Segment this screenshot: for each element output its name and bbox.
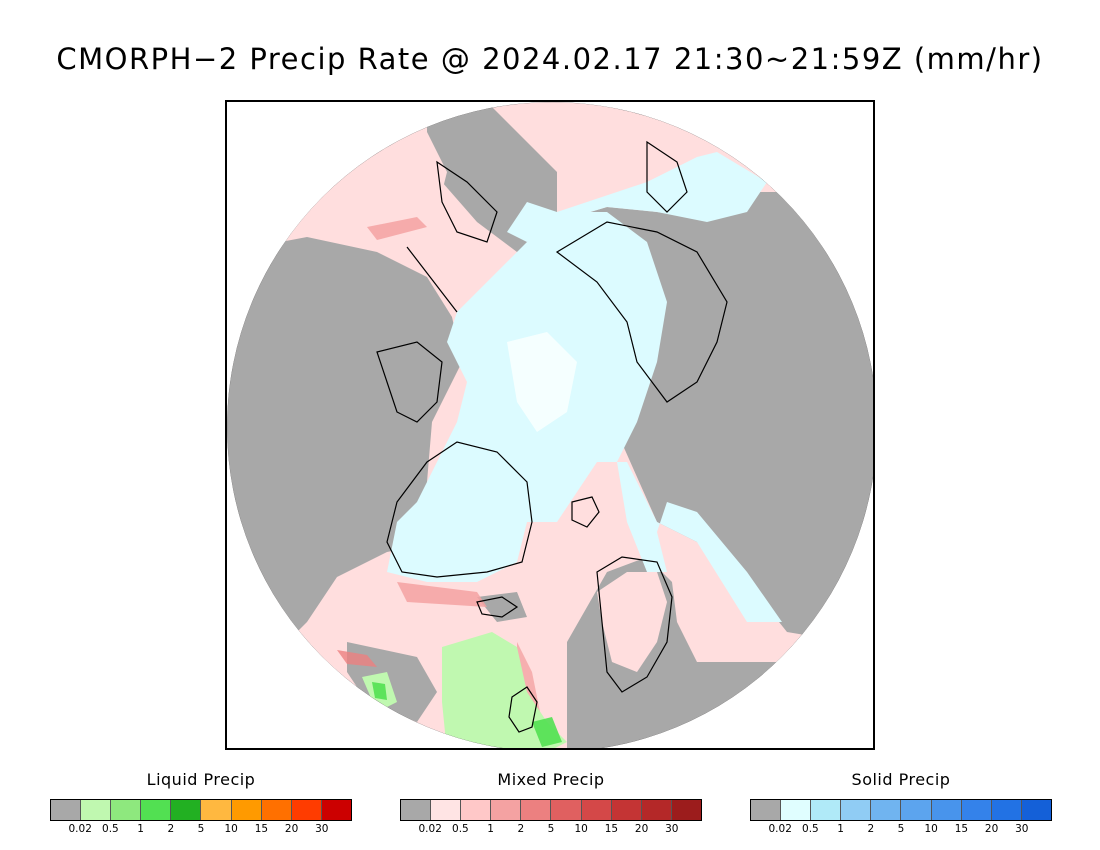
- legend-tick-label: 30: [1015, 823, 1029, 835]
- liquid-precip-moderate-2: [532, 717, 562, 747]
- mixed-precip-band-1: [367, 217, 427, 240]
- legend-tick-label: 15: [604, 823, 619, 835]
- legend-swatch: [171, 800, 202, 820]
- legend-swatch: [611, 800, 642, 820]
- legend-tick-label: 10: [224, 823, 238, 835]
- legend-title: Solid Precip: [851, 770, 951, 789]
- legend-ticks: 0.02 0.5 1 2 5 10 15 20 30: [400, 823, 702, 837]
- liquid-precip-moderate-1: [372, 682, 387, 700]
- iceland-coast: [476, 596, 519, 618]
- legend-swatch: [811, 800, 842, 820]
- scandinavia-coast: [596, 556, 673, 693]
- legend-tick-label: 1: [137, 823, 144, 835]
- solid-precip-pole-core: [507, 332, 577, 432]
- mixed-precip-band-3: [337, 650, 377, 667]
- legend-swatch: [491, 800, 522, 820]
- legend-tick-label: 20: [634, 823, 649, 835]
- legend-title: Liquid Precip: [146, 770, 256, 789]
- legend-tick-label: 0.5: [802, 823, 819, 835]
- legend-swatch: [111, 800, 142, 820]
- legend-swatch: [141, 800, 172, 820]
- legend-tick-label: 2: [517, 823, 525, 835]
- legend-tick-label: 10: [574, 823, 588, 835]
- legend-tick-label: 1: [837, 823, 844, 835]
- legend-swatch: [521, 800, 552, 820]
- legend-ticks: 0.02 0.5 1 2 5 10 15 20 30: [50, 823, 352, 837]
- mixed-precip-band-2: [397, 582, 487, 607]
- legend-tick-label: 20: [984, 823, 999, 835]
- legend-swatch: [961, 800, 992, 820]
- legend-tick-label: 2: [867, 823, 875, 835]
- legend-solid: Solid Precip 0.02 0.5 1 2 5 10 15 20 30: [750, 770, 1052, 837]
- legend-swatch: [871, 800, 902, 820]
- legend-swatch: [931, 800, 962, 820]
- solid-precip-north: [507, 152, 767, 242]
- legend-swatches: [400, 799, 702, 821]
- legend-swatch: [201, 800, 232, 820]
- map-canvas: [227, 102, 873, 748]
- mixed-precip-bering: [317, 132, 447, 242]
- legend-title: Mixed Precip: [497, 770, 605, 789]
- legend-liquid: Liquid Precip 0.02 0.5 1 2 5 10 15 20 30: [50, 770, 352, 837]
- legend-swatch: [641, 800, 672, 820]
- legend-tick-label: 2: [167, 823, 175, 835]
- siberia-coast: [555, 221, 728, 403]
- legend-swatches: [750, 799, 1052, 821]
- coastlines: [376, 140, 728, 733]
- legend-tick-label: 1: [487, 823, 494, 835]
- legend-swatch: [551, 800, 582, 820]
- greenland-coast: [386, 441, 533, 578]
- legend-swatch: [261, 800, 292, 820]
- mixed-precip-band-4: [517, 642, 542, 722]
- legend-swatch: [81, 800, 112, 820]
- legend-swatch: [991, 800, 1022, 820]
- legend-swatch: [51, 800, 82, 820]
- legend-tick-label: 30: [665, 823, 679, 835]
- svalbard-coast: [571, 496, 600, 528]
- mixed-precip-scandinavia: [597, 572, 667, 672]
- legend-tick-label: 15: [254, 823, 269, 835]
- legend-swatch: [401, 800, 432, 820]
- legend-tick-label: 0.02: [68, 823, 92, 835]
- legend-swatch: [1021, 800, 1051, 820]
- chart-title: CMORPH−2 Precip Rate @ 2024.02.17 21:30~…: [56, 42, 1044, 76]
- legend-tick-label: 0.5: [102, 823, 119, 835]
- kamchatka-coast: [646, 140, 688, 213]
- legend-tick-label: 0.5: [452, 823, 469, 835]
- legend-swatch: [581, 800, 612, 820]
- legend-swatch: [291, 800, 322, 820]
- legend-swatches: [50, 799, 352, 821]
- border-alaska-canada: [406, 246, 458, 313]
- legend-tick-label: 30: [315, 823, 329, 835]
- legend-swatch: [841, 800, 872, 820]
- legend-swatch: [751, 800, 782, 820]
- legend-swatch: [431, 800, 462, 820]
- legend-swatch: [781, 800, 812, 820]
- legend-tick-label: 0.02: [768, 823, 792, 835]
- legend-tick-label: 5: [197, 823, 205, 835]
- arctic-canada-coast: [376, 341, 443, 423]
- legend-tick-label: 5: [897, 823, 905, 835]
- legend-swatch: [321, 800, 351, 820]
- legend-swatch: [461, 800, 492, 820]
- legend-swatch: [671, 800, 701, 820]
- legend-swatch: [231, 800, 262, 820]
- legend-tick-label: 0.02: [418, 823, 442, 835]
- uk-coast: [508, 686, 538, 733]
- legend-mixed: Mixed Precip 0.02 0.5 1 2 5 10 15 20 30: [400, 770, 702, 837]
- solid-precip-arctic: [387, 212, 782, 622]
- legend-tick-label: 15: [954, 823, 969, 835]
- legend-swatch: [901, 800, 932, 820]
- legend-tick-label: 5: [547, 823, 555, 835]
- legend-tick-label: 20: [284, 823, 299, 835]
- legend-tick-label: 10: [924, 823, 938, 835]
- polar-map: [225, 100, 875, 750]
- alaska-coast: [436, 160, 498, 243]
- legend-ticks: 0.02 0.5 1 2 5 10 15 20 30: [750, 823, 1052, 837]
